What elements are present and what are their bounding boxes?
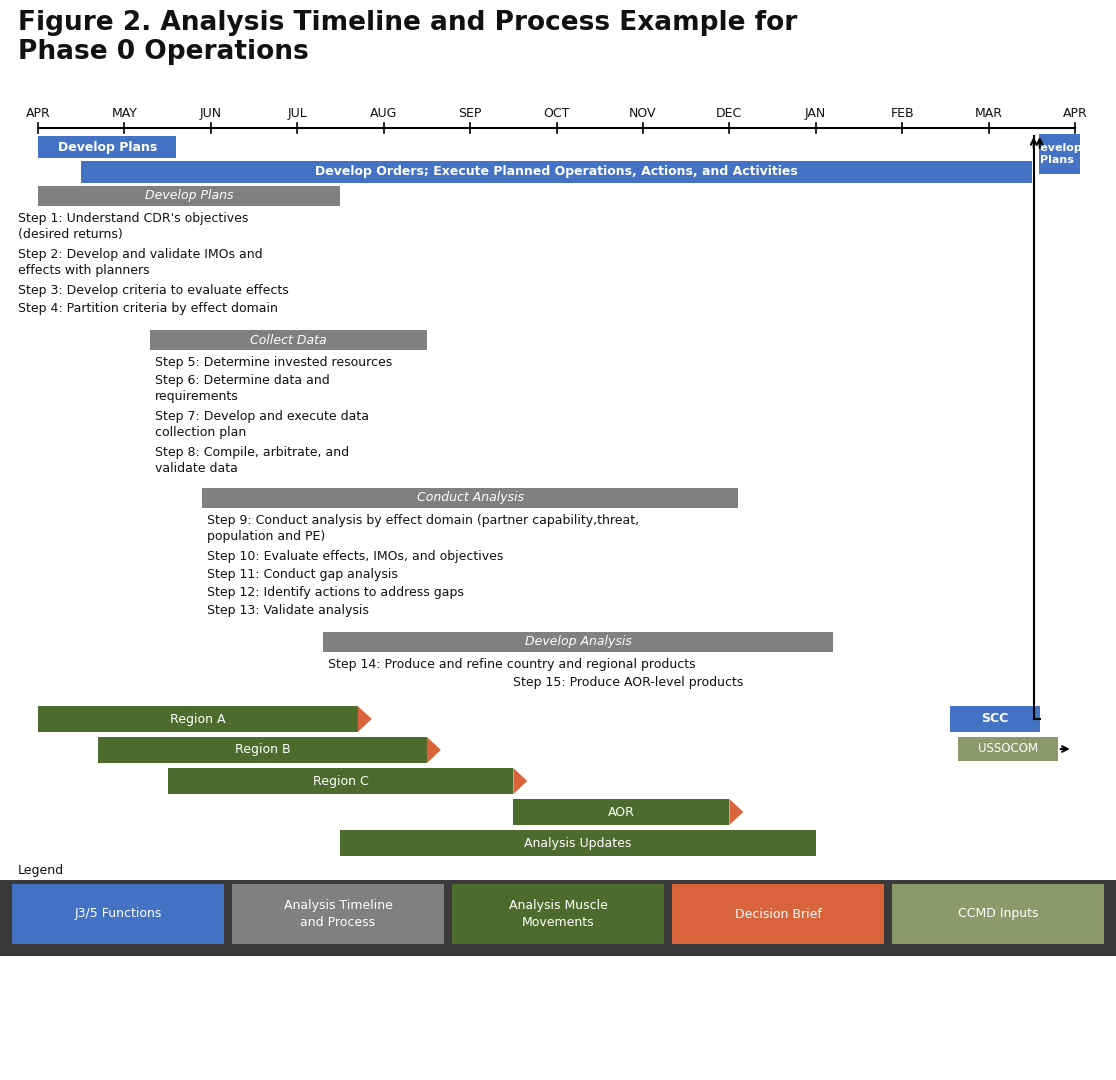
Text: Step 5: Determine invested resources: Step 5: Determine invested resources bbox=[155, 356, 393, 369]
Text: Step 1: Understand CDR's objectives
(desired returns): Step 1: Understand CDR's objectives (des… bbox=[18, 212, 249, 241]
Text: USSOCOM: USSOCOM bbox=[978, 743, 1038, 756]
Text: Step 14: Produce and refine country and regional products: Step 14: Produce and refine country and … bbox=[328, 658, 695, 671]
Text: Analysis Muscle
Movements: Analysis Muscle Movements bbox=[509, 900, 607, 929]
Text: Region A: Region A bbox=[170, 713, 225, 726]
Bar bbox=[81, 161, 1032, 183]
Text: Step 10: Evaluate effects, IMOs, and objectives: Step 10: Evaluate effects, IMOs, and obj… bbox=[208, 550, 503, 563]
Text: SEP: SEP bbox=[459, 107, 482, 120]
Bar bbox=[167, 768, 513, 794]
Polygon shape bbox=[427, 737, 441, 762]
Text: Develop Plans: Develop Plans bbox=[145, 189, 233, 203]
Bar bbox=[38, 136, 176, 158]
Text: Develop Plans: Develop Plans bbox=[58, 140, 156, 153]
Text: Develop
Plans: Develop Plans bbox=[1031, 143, 1083, 164]
Text: MAR: MAR bbox=[974, 107, 1002, 120]
Text: Develop Analysis: Develop Analysis bbox=[525, 635, 632, 648]
Text: Step 11: Conduct gap analysis: Step 11: Conduct gap analysis bbox=[208, 568, 398, 581]
Bar bbox=[513, 799, 730, 825]
Text: Step 8: Compile, arbitrate, and
validate data: Step 8: Compile, arbitrate, and validate… bbox=[155, 446, 349, 475]
Text: Figure 2. Analysis Timeline and Process Example for
Phase 0 Operations: Figure 2. Analysis Timeline and Process … bbox=[18, 10, 797, 65]
Bar bbox=[950, 706, 1040, 732]
Text: SCC: SCC bbox=[981, 713, 1009, 726]
Text: Decision Brief: Decision Brief bbox=[734, 907, 821, 920]
Text: Analysis Updates: Analysis Updates bbox=[525, 837, 632, 850]
Text: APR: APR bbox=[26, 107, 50, 120]
Text: Step 15: Produce AOR-level products: Step 15: Produce AOR-level products bbox=[513, 676, 743, 689]
Bar bbox=[38, 706, 358, 732]
Bar bbox=[232, 885, 444, 944]
Bar bbox=[324, 632, 833, 652]
Text: Step 13: Validate analysis: Step 13: Validate analysis bbox=[208, 604, 369, 617]
Bar bbox=[340, 831, 816, 856]
Bar bbox=[202, 488, 738, 508]
Text: JUN: JUN bbox=[200, 107, 222, 120]
Text: FEB: FEB bbox=[891, 107, 914, 120]
Polygon shape bbox=[730, 799, 743, 825]
Text: Region C: Region C bbox=[312, 774, 368, 787]
Text: J3/5 Functions: J3/5 Functions bbox=[75, 907, 162, 920]
Text: Legend: Legend bbox=[18, 864, 64, 877]
Text: Analysis Timeline
and Process: Analysis Timeline and Process bbox=[283, 900, 393, 929]
Text: DEC: DEC bbox=[716, 107, 742, 120]
Text: MAY: MAY bbox=[112, 107, 137, 120]
Text: Step 4: Partition criteria by effect domain: Step 4: Partition criteria by effect dom… bbox=[18, 302, 278, 315]
Bar bbox=[12, 885, 224, 944]
Text: CCMD Inputs: CCMD Inputs bbox=[958, 907, 1038, 920]
Text: Step 2: Develop and validate IMOs and
effects with planners: Step 2: Develop and validate IMOs and ef… bbox=[18, 248, 262, 276]
Bar bbox=[38, 186, 340, 206]
Text: Step 6: Determine data and
requirements: Step 6: Determine data and requirements bbox=[155, 374, 330, 403]
Text: Step 9: Conduct analysis by effect domain (partner capability,threat,
population: Step 9: Conduct analysis by effect domai… bbox=[208, 514, 639, 543]
Bar bbox=[98, 737, 427, 762]
Text: JUL: JUL bbox=[288, 107, 307, 120]
Text: Collect Data: Collect Data bbox=[250, 334, 327, 347]
Text: OCT: OCT bbox=[543, 107, 569, 120]
Polygon shape bbox=[513, 768, 527, 794]
Text: APR: APR bbox=[1062, 107, 1087, 120]
Text: JAN: JAN bbox=[805, 107, 826, 120]
Text: NOV: NOV bbox=[629, 107, 656, 120]
Bar bbox=[0, 880, 1116, 956]
Bar bbox=[452, 885, 664, 944]
Bar bbox=[672, 885, 884, 944]
Bar bbox=[1039, 134, 1080, 174]
Text: Conduct Analysis: Conduct Analysis bbox=[416, 491, 523, 504]
Text: AUG: AUG bbox=[371, 107, 397, 120]
Bar bbox=[151, 330, 427, 350]
Polygon shape bbox=[358, 706, 372, 732]
Text: Region B: Region B bbox=[234, 743, 290, 756]
Text: Step 3: Develop criteria to evaluate effects: Step 3: Develop criteria to evaluate eff… bbox=[18, 284, 289, 297]
Text: Develop Orders; Execute Planned Operations, Actions, and Activities: Develop Orders; Execute Planned Operatio… bbox=[315, 165, 798, 178]
Text: Step 12: Identify actions to address gaps: Step 12: Identify actions to address gap… bbox=[208, 586, 464, 599]
Text: Step 7: Develop and execute data
collection plan: Step 7: Develop and execute data collect… bbox=[155, 410, 369, 438]
Bar bbox=[892, 885, 1104, 944]
Text: AOR: AOR bbox=[608, 806, 635, 819]
Bar bbox=[958, 737, 1058, 761]
